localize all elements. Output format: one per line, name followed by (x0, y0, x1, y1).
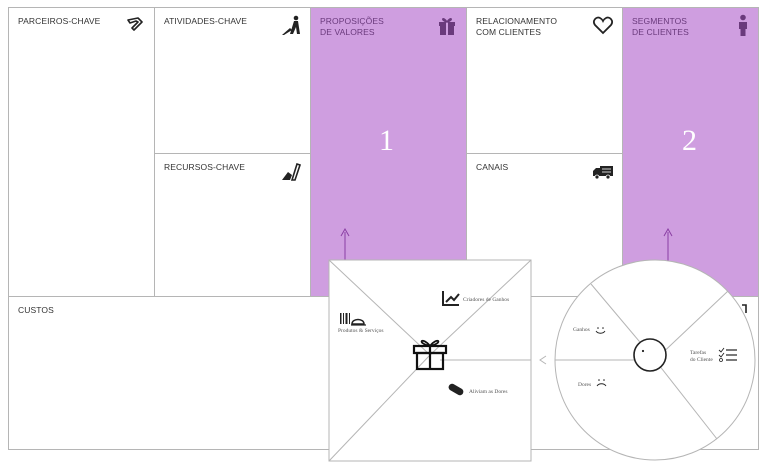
gain-creators-icon (442, 291, 460, 306)
gain-creators-label: Criadores de Ganhos (463, 297, 509, 303)
key-partners-title: PARCEIROS-CHAVE (18, 16, 101, 26)
products-services-icon (340, 313, 366, 326)
gift-icon (439, 18, 455, 35)
pain-relievers-label: Aliviam as Dores (469, 389, 508, 395)
customer-segments-number: 2 (682, 124, 697, 157)
pains-label: Dores (578, 382, 591, 388)
customer-profile-circle (539, 259, 756, 461)
customer-relationships-title: RELACIONAMENTO COM CLIENTES (476, 16, 558, 37)
products-services-label: Produtos & Serviços (338, 328, 384, 334)
customer-jobs-label-line1: Tarefas (690, 349, 706, 356)
key-partners-cell: PARCEIROS-CHAVE (8, 7, 155, 297)
value-propositions-title: PROPOSIÇÕES DE VALORES (320, 16, 384, 37)
heart-icon (593, 16, 613, 35)
key-activities-title: ATIVIDADES-CHAVE (164, 16, 247, 26)
key-activities-cell: ATIVIDADES-CHAVE (154, 7, 311, 154)
gains-label: Ganhos (573, 327, 590, 333)
checklist-icon (718, 347, 737, 362)
worker-digging-icon (282, 15, 300, 35)
channels-title: CANAIS (476, 162, 509, 172)
customer-segments-cell: SEGMENTOS DE CLIENTES 2 (622, 7, 759, 297)
gift-icon (412, 339, 448, 371)
smiley-icon (595, 327, 606, 334)
key-resources-cell: RECURSOS-CHAVE (154, 153, 311, 297)
person-icon (739, 14, 747, 36)
customer-jobs-label-line2: do Cliente (690, 357, 713, 363)
clipboard-icon (742, 304, 747, 313)
delivery-truck-icon (593, 166, 613, 180)
key-resources-title: RECURSOS-CHAVE (164, 162, 246, 172)
customer-segments-title: SEGMENTOS DE CLIENTES (632, 16, 689, 37)
value-propositions-number: 1 (379, 124, 394, 157)
value-propositions-cell: PROPOSIÇÕES DE VALORES 1 (310, 7, 467, 297)
costs-title: CUSTOS (18, 305, 54, 315)
resource-tools-icon (282, 162, 302, 181)
chain-link-icon (127, 17, 143, 31)
frown-icon (596, 379, 607, 387)
customer-relationships-cell: RELACIONAMENTO COM CLIENTES (466, 7, 623, 154)
pill-icon (448, 383, 464, 396)
